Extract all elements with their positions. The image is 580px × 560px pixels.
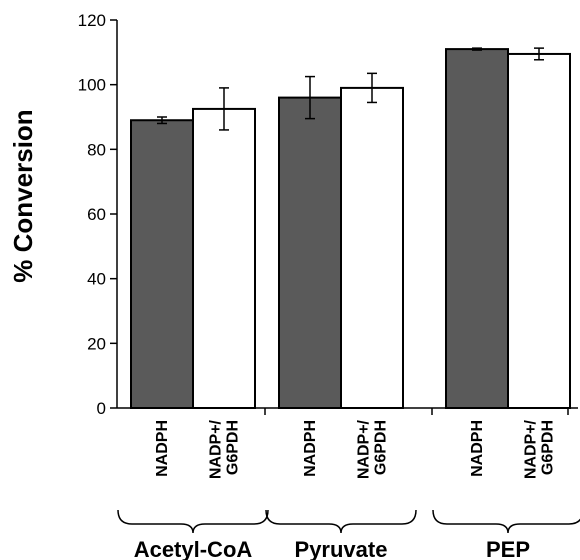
bar [507,52,571,409]
bar [130,119,194,409]
bar [445,48,509,409]
x-category-label: G6PDH [225,420,242,475]
x-category-label: NADP+/ [523,419,540,479]
group-brace [117,509,269,534]
y-tick-label: 100 [78,76,106,95]
group-label: PEP [486,537,530,560]
x-category-label: G6PDH [540,420,557,475]
x-category-label: G6PDH [373,420,390,475]
bar [340,86,404,410]
x-category-label: NADPH [154,420,171,477]
y-tick-label: 80 [87,140,106,159]
y-tick-label: 60 [87,205,106,224]
y-tick-label: 0 [97,399,106,418]
group-brace [265,509,417,534]
y-tick-label: 20 [87,334,106,353]
bar [278,96,342,409]
y-tick-label: 40 [87,270,106,289]
group-label: Acetyl-CoA [134,537,253,560]
y-tick-label: 120 [78,11,106,30]
group-brace [432,509,580,534]
group-label: Pyruvate [295,537,388,560]
x-category-label: NADPH [302,420,319,477]
bar [192,107,256,410]
x-category-label: NADP+/ [208,419,225,479]
x-category-label: NADPH [469,420,486,477]
y-axis-label: % Conversion [8,109,38,282]
x-category-label: NADP+/ [356,419,373,479]
